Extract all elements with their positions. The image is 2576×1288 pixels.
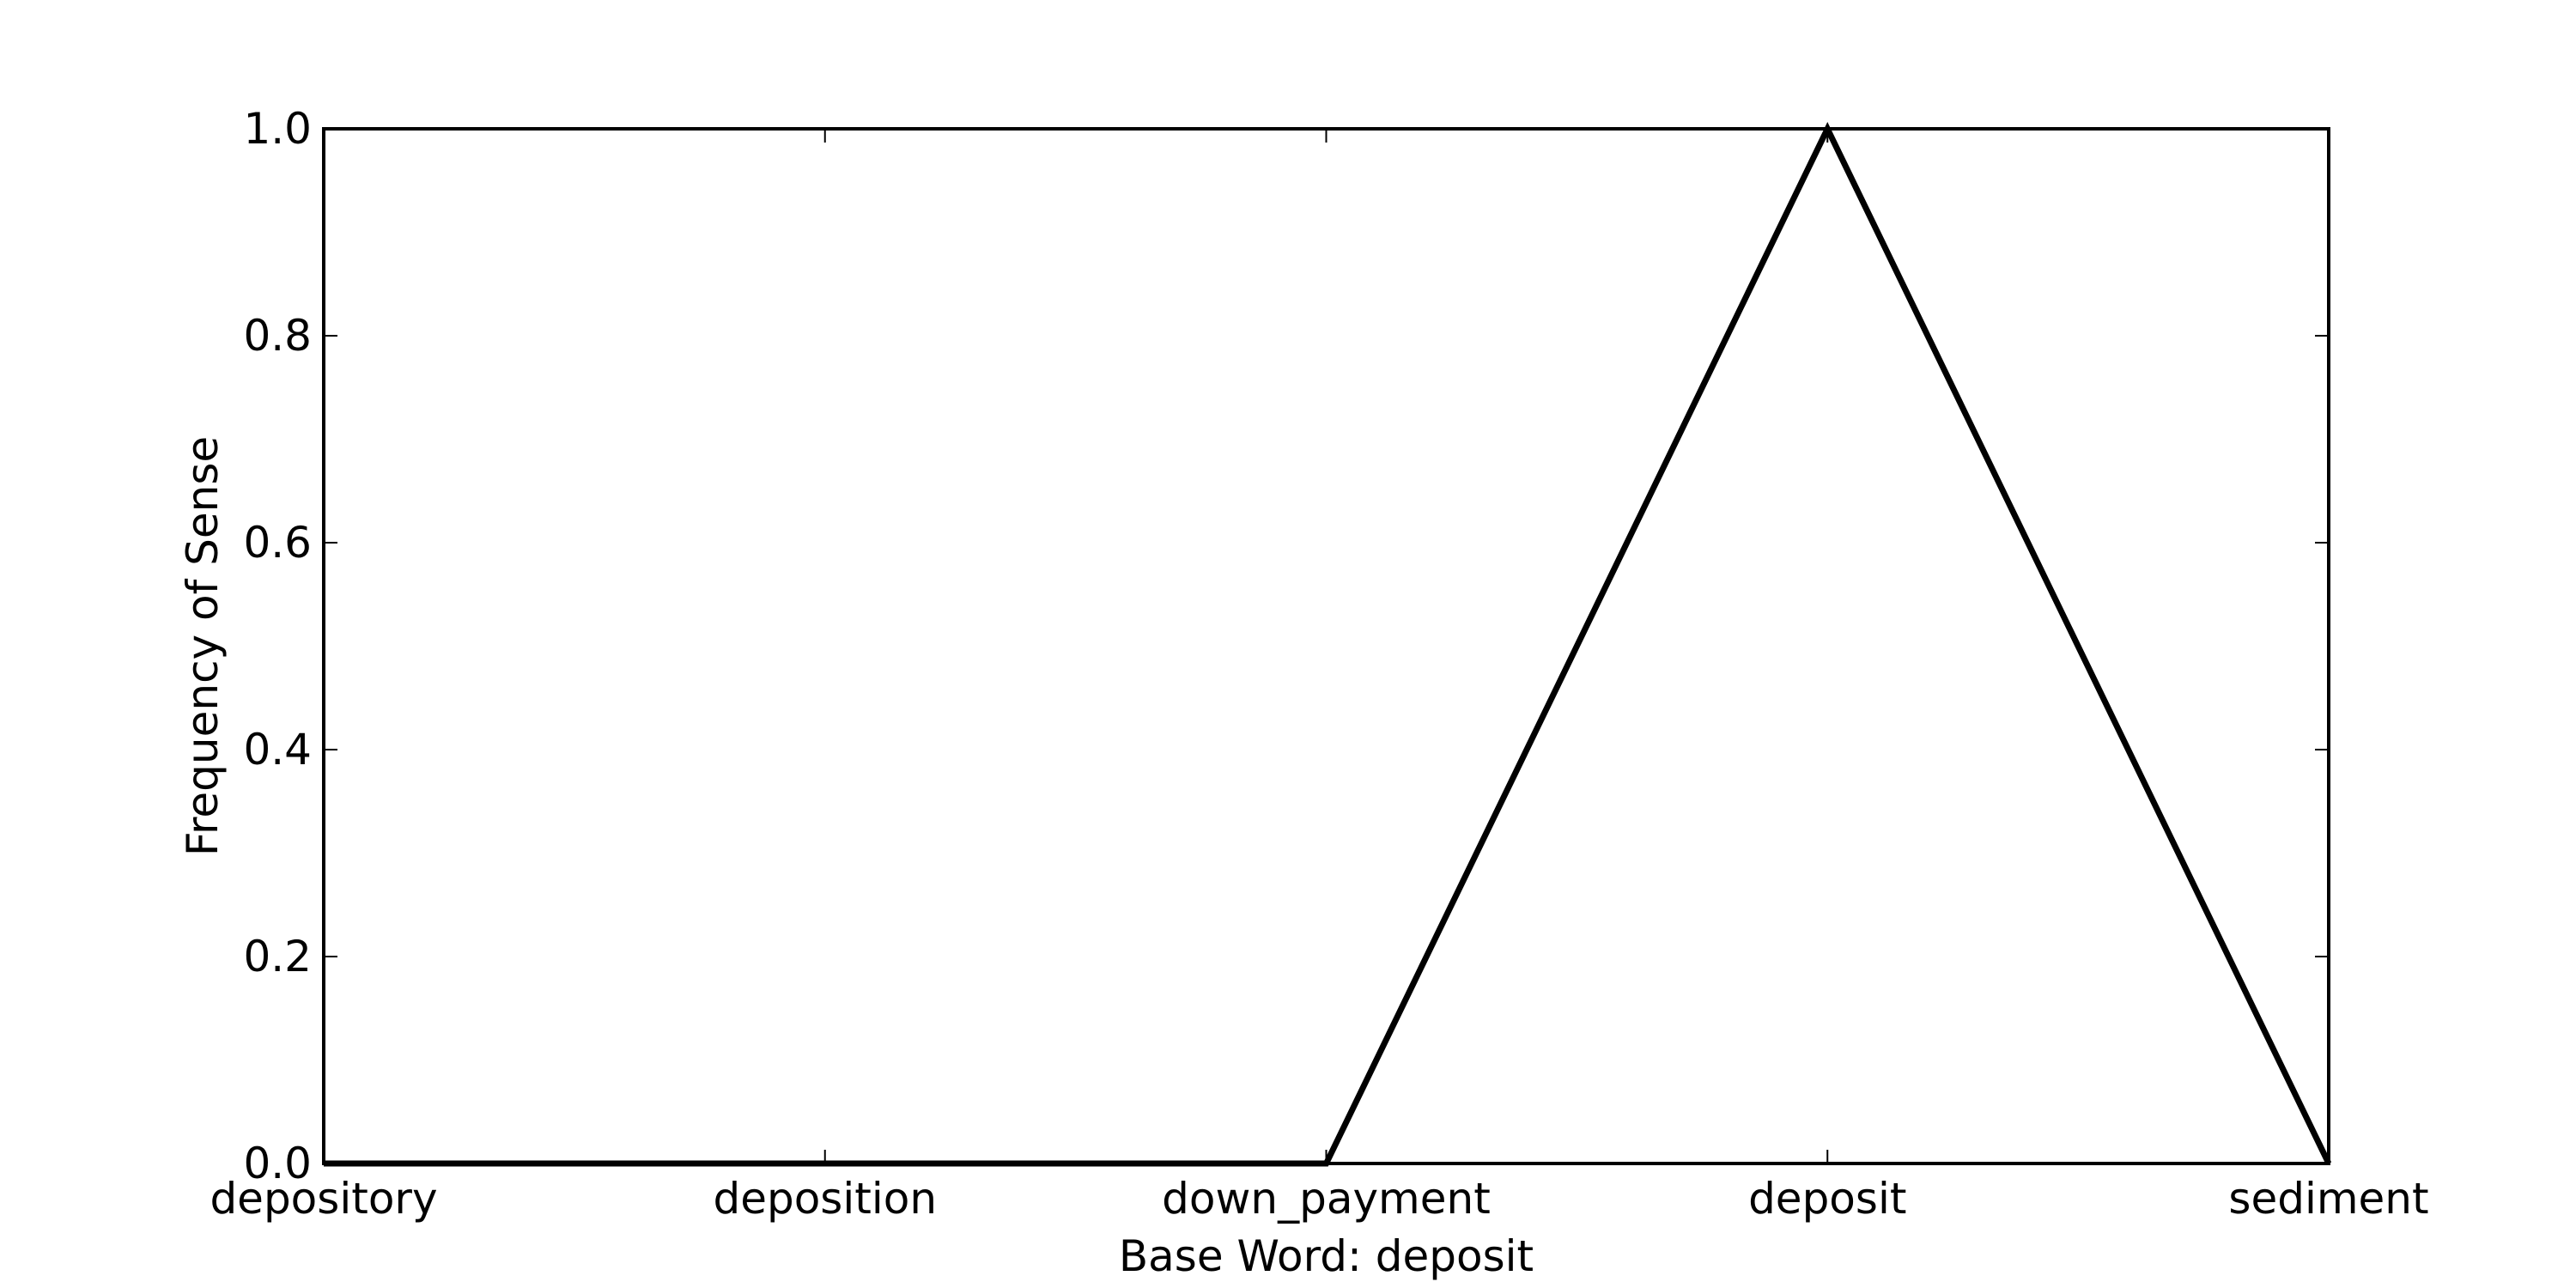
y-tick-label: 0.0 [243, 1139, 312, 1188]
x-tick-label: depository [210, 1174, 437, 1224]
y-axis-label: Frequency of Sense [178, 436, 228, 856]
x-tick-label: sediment [2228, 1174, 2428, 1224]
x-tick-label: deposit [1748, 1174, 1906, 1224]
series-line [324, 121, 2332, 1167]
y-tick-label: 1.0 [243, 104, 312, 154]
y-tick-label: 0.6 [243, 518, 312, 568]
x-axis-label: Base Word: deposit [1119, 1231, 1534, 1281]
y-tick-label: 0.4 [243, 725, 312, 775]
x-tick-label: deposition [713, 1174, 937, 1224]
plot-frame [322, 127, 2330, 1165]
x-axis: depository deposition down_payment deposit s… [210, 129, 2429, 1224]
x-tick-label: down_payment [1162, 1174, 1491, 1224]
y-axis: 0.0 0.2 0.4 0.6 0.8 1.0 [243, 104, 2329, 1188]
y-tick-label: 0.2 [243, 932, 312, 981]
y-tick-label: 0.8 [243, 311, 312, 361]
